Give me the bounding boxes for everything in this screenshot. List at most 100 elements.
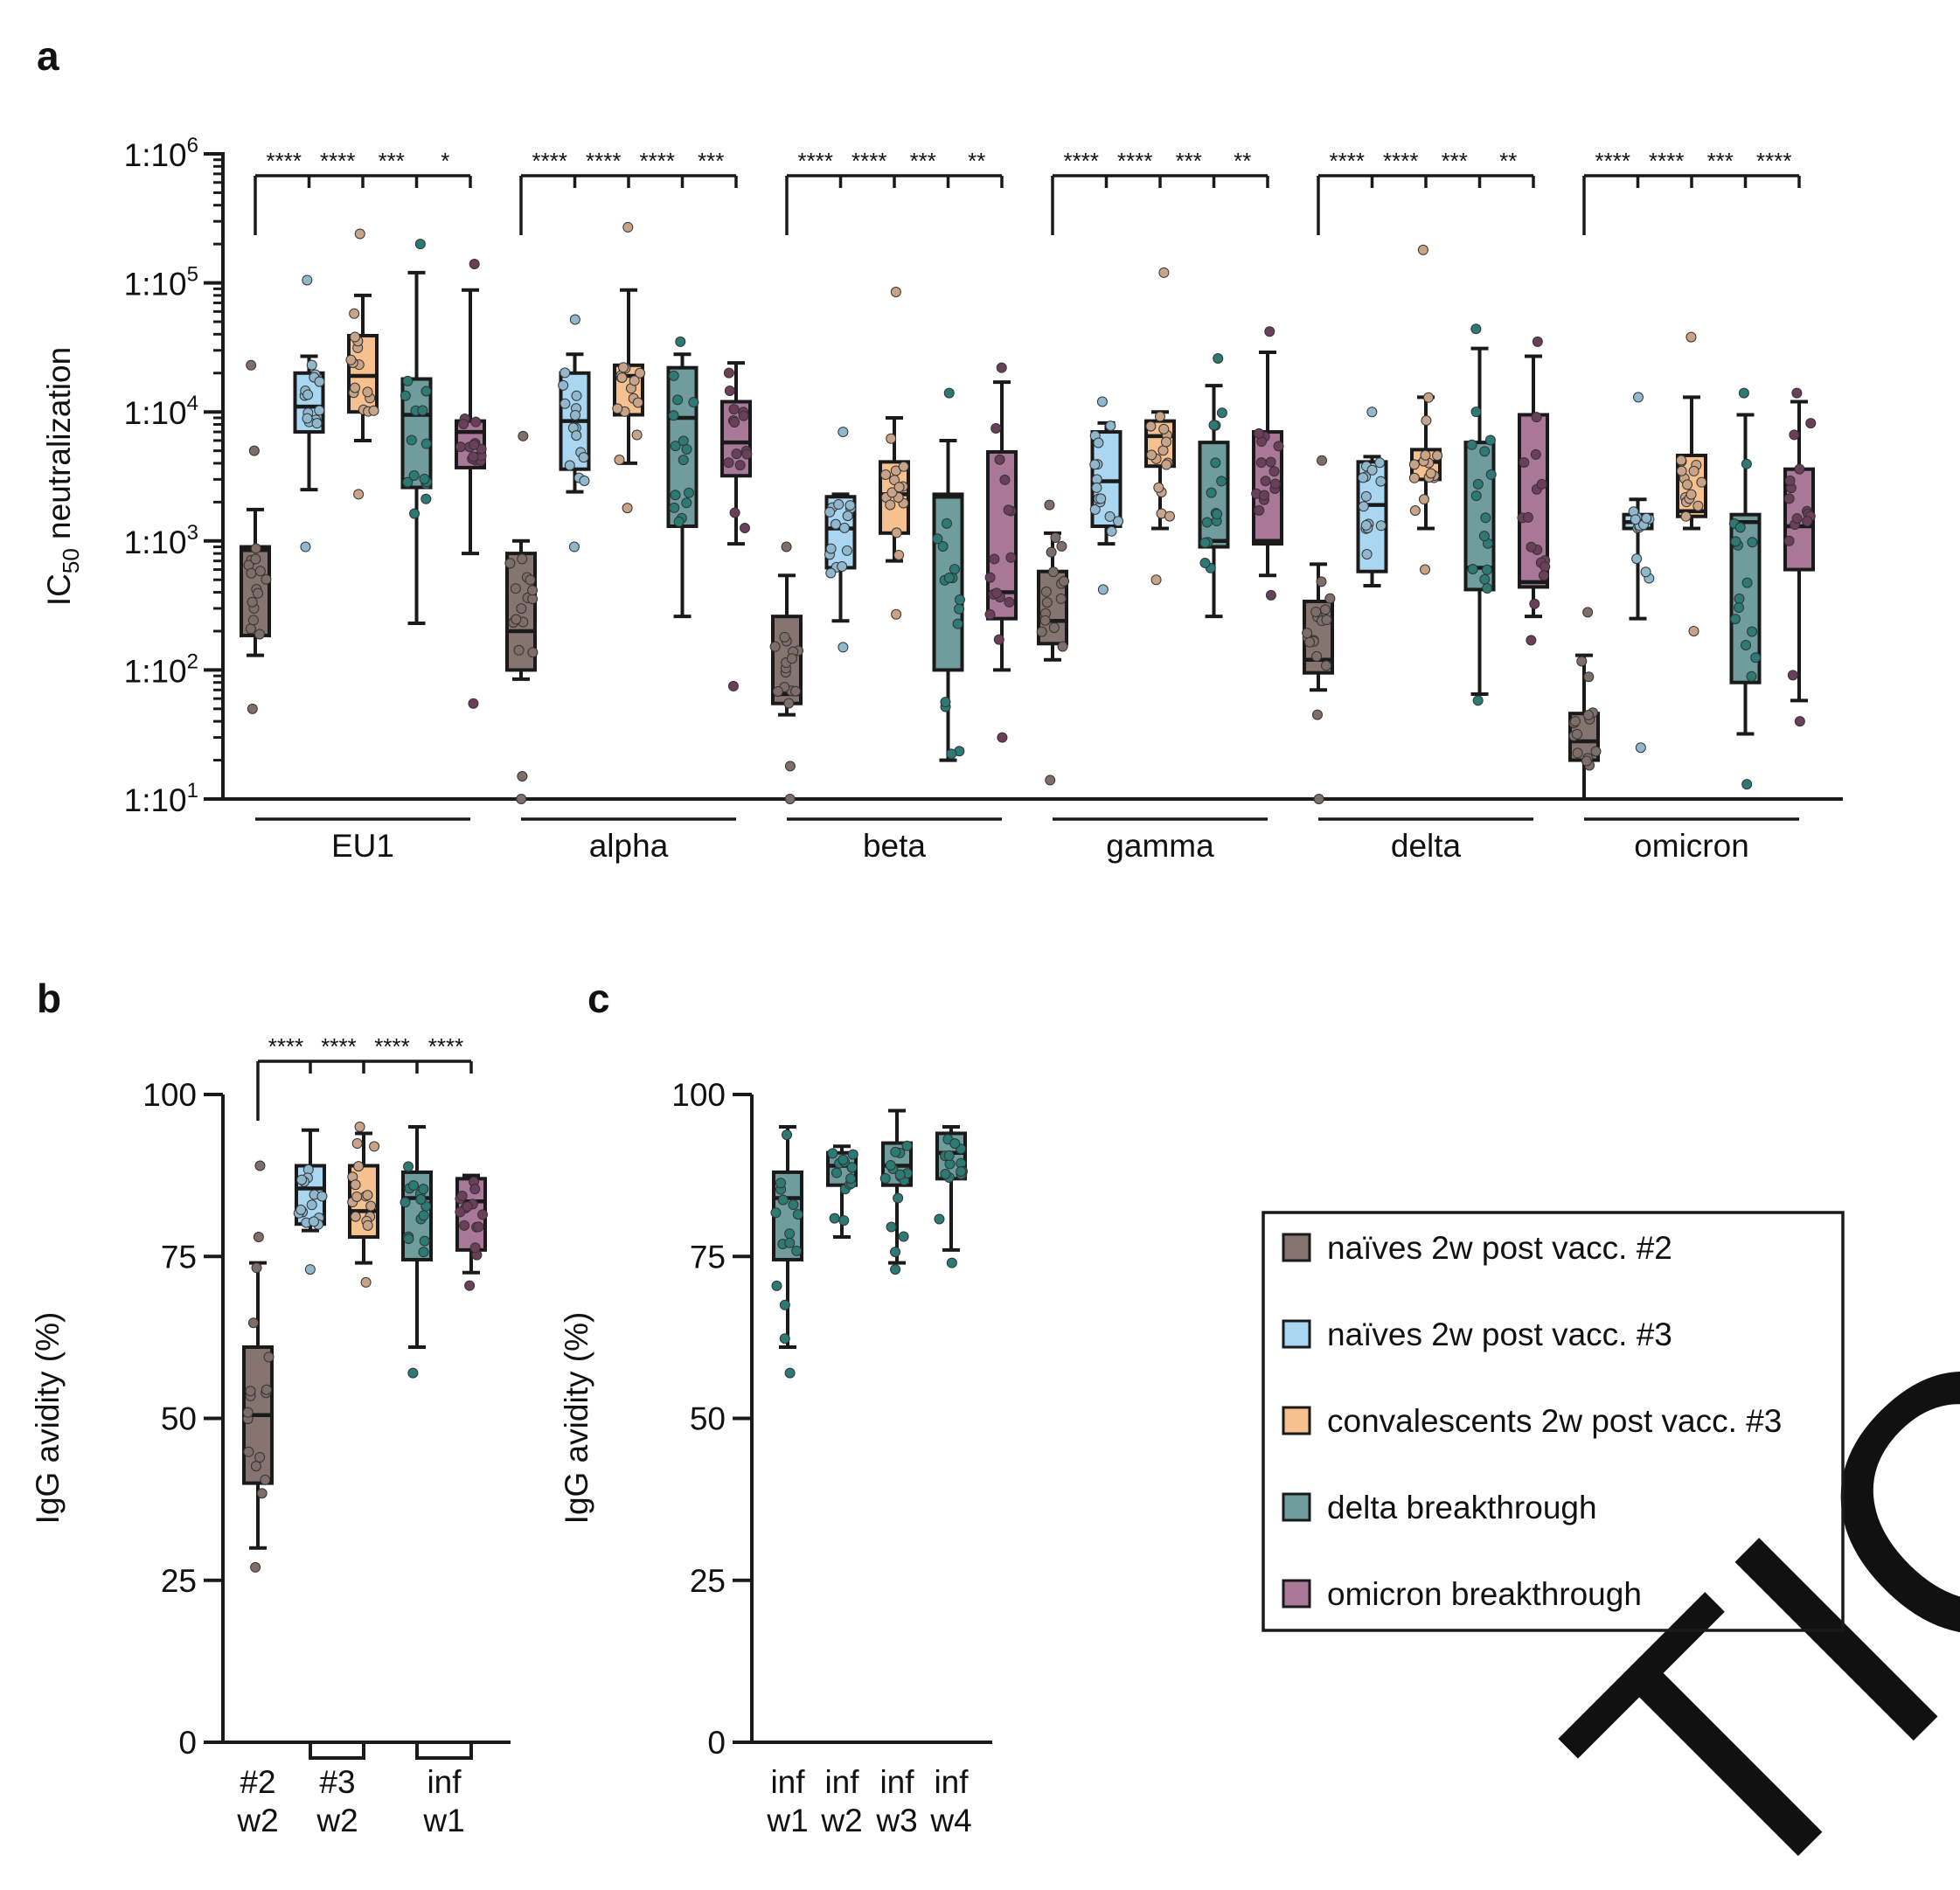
data-point xyxy=(1255,457,1267,469)
box-3 xyxy=(934,1125,969,1268)
data-point xyxy=(1206,487,1217,498)
data-point xyxy=(1375,520,1387,532)
data-point xyxy=(419,473,430,484)
data-point xyxy=(990,423,1002,434)
y-tick-label-exp: 4 xyxy=(187,392,198,415)
data-point xyxy=(825,567,837,579)
data-point xyxy=(1583,671,1595,683)
data-point xyxy=(558,379,569,391)
data-point xyxy=(1040,586,1052,597)
data-point xyxy=(1268,466,1280,477)
data-point xyxy=(672,394,684,406)
x-tick-label-line2: w2 xyxy=(820,1803,862,1838)
data-point xyxy=(1472,478,1484,490)
data-point xyxy=(314,376,325,387)
data-point xyxy=(245,1386,256,1397)
data-point xyxy=(683,487,694,498)
data-point xyxy=(1056,540,1067,552)
data-point xyxy=(1526,541,1537,552)
data-point xyxy=(827,1148,838,1159)
data-point xyxy=(1212,509,1223,520)
data-point xyxy=(254,1160,266,1171)
significance-stars: *** xyxy=(698,148,724,174)
box-3 xyxy=(932,387,965,762)
data-point xyxy=(779,631,790,643)
significance-stars: **** xyxy=(798,148,833,174)
data-point xyxy=(1106,525,1117,537)
significance-stars: **** xyxy=(1064,148,1099,174)
data-point xyxy=(943,573,955,584)
data-point xyxy=(731,448,742,460)
data-point xyxy=(1003,504,1014,516)
significance-stars: **** xyxy=(1756,148,1791,174)
data-point xyxy=(880,469,892,480)
data-point xyxy=(1631,553,1643,565)
data-point xyxy=(360,1276,372,1288)
data-point xyxy=(772,685,783,697)
significance-stars: *** xyxy=(1176,148,1202,174)
data-point xyxy=(1692,500,1704,511)
data-point xyxy=(729,507,740,518)
data-point xyxy=(673,516,685,527)
data-point xyxy=(362,1219,373,1231)
data-point xyxy=(1311,709,1323,720)
box-0 xyxy=(242,1160,275,1573)
data-point xyxy=(1480,512,1491,524)
data-point xyxy=(369,1141,380,1152)
x-tick-label-line1: inf xyxy=(934,1764,969,1800)
box-3 xyxy=(666,336,699,619)
legend-swatch xyxy=(1282,1233,1311,1262)
data-point xyxy=(1048,622,1060,633)
data-point xyxy=(1153,482,1164,493)
data-point xyxy=(1375,476,1387,487)
x-tick-label-line2: w1 xyxy=(766,1803,808,1838)
data-point xyxy=(417,405,428,416)
legend-label: naïves 2w post vacc. #2 xyxy=(1327,1230,1672,1266)
data-point xyxy=(1526,635,1537,646)
data-point xyxy=(1734,593,1745,604)
data-point xyxy=(1199,537,1211,548)
data-point xyxy=(296,1174,308,1185)
data-point xyxy=(351,1138,363,1150)
data-point xyxy=(1201,517,1213,528)
data-point xyxy=(885,499,896,511)
data-point xyxy=(251,1262,262,1274)
data-point xyxy=(688,397,699,408)
data-point xyxy=(1470,490,1482,502)
data-point xyxy=(999,474,1011,485)
data-point xyxy=(1582,709,1594,720)
data-point xyxy=(885,1159,896,1171)
data-point xyxy=(455,441,466,453)
data-point xyxy=(1161,436,1172,448)
data-point xyxy=(1729,614,1741,625)
data-point xyxy=(738,410,749,421)
data-point xyxy=(247,1317,259,1329)
data-point xyxy=(1470,323,1482,335)
data-point xyxy=(670,441,681,452)
box-4 xyxy=(984,362,1018,743)
data-point xyxy=(997,732,1008,743)
data-point xyxy=(1640,566,1651,578)
data-point xyxy=(1479,446,1491,457)
data-point xyxy=(295,1204,307,1215)
data-point xyxy=(989,553,1000,565)
data-point xyxy=(1265,456,1276,468)
data-point xyxy=(830,518,841,530)
data-point xyxy=(1304,636,1316,648)
data-point xyxy=(1005,552,1017,563)
data-point xyxy=(891,608,902,620)
data-point xyxy=(1361,548,1373,559)
significance-stars: *** xyxy=(910,148,936,174)
data-point xyxy=(1057,641,1068,652)
data-point xyxy=(477,1209,489,1220)
data-point xyxy=(261,573,272,585)
box-0 xyxy=(240,359,272,714)
data-point xyxy=(1047,566,1059,578)
data-point xyxy=(1485,469,1497,480)
y-tick-label: 0 xyxy=(707,1725,726,1761)
data-point xyxy=(560,398,571,409)
data-point xyxy=(831,1167,842,1178)
data-point xyxy=(516,794,527,804)
significance-stars: **** xyxy=(851,148,886,174)
data-point xyxy=(1741,779,1753,790)
